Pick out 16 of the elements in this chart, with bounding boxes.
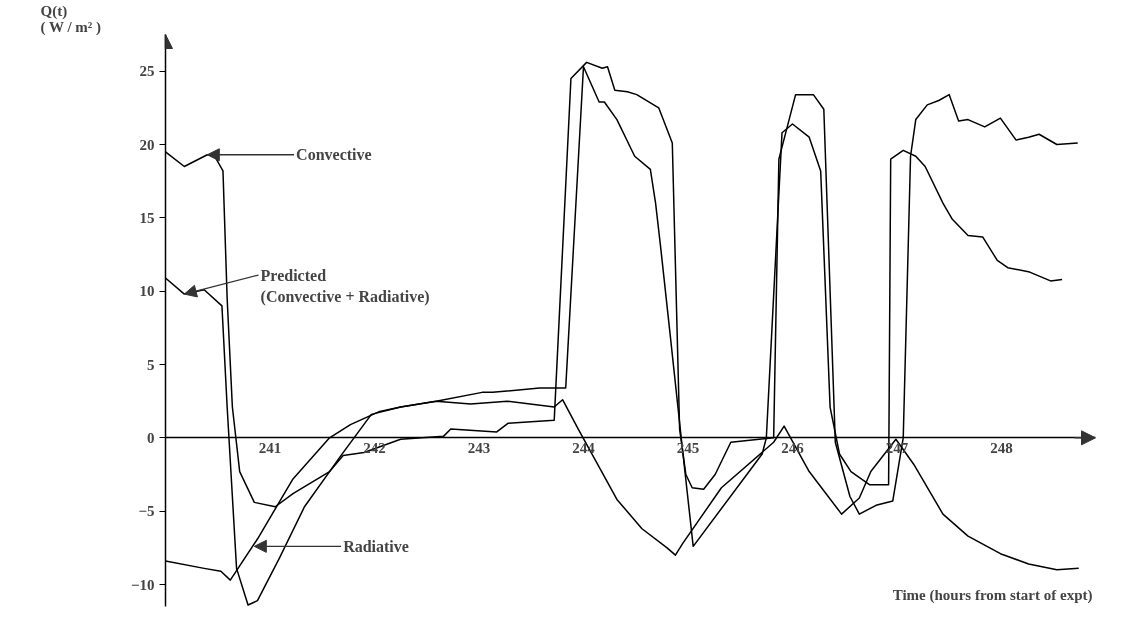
x-tick-label: 248 [990, 439, 1013, 456]
y-axis-title: Q(t) ( W / m² ) [40, 2, 102, 36]
y-tick-label: 20 [139, 136, 155, 153]
y-tick-label: 25 [139, 63, 155, 80]
y-tick-label: 5 [147, 356, 155, 373]
y-tick-label: −5 [138, 503, 155, 520]
x-tick-label: 243 [467, 439, 491, 456]
annotation: Predicted (Convective + Radiative) [260, 266, 430, 306]
annotation: Convective [296, 146, 372, 164]
y-tick-label: 10 [139, 283, 155, 300]
y-tick-label: −10 [130, 576, 155, 593]
x-axis-title: Time (hours from start of expt) [892, 586, 1093, 604]
annotation: Radiative [343, 537, 409, 555]
y-tick-label: 15 [139, 209, 155, 226]
x-tick-label: 241 [258, 439, 282, 456]
y-tick-label: 0 [147, 429, 155, 446]
